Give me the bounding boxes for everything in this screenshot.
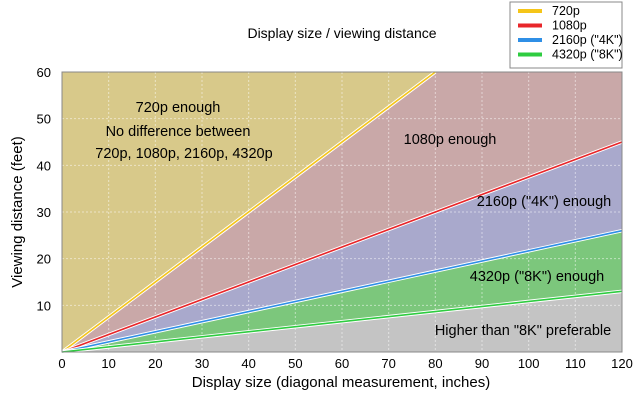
series-line-3 bbox=[61, 290, 623, 353]
chart-title: Display size / viewing distance bbox=[247, 25, 436, 41]
y-axis-ticks: 10 20 30 40 50 60 bbox=[37, 65, 51, 313]
label-8k-enough: 4320p ("8K") enough bbox=[470, 269, 604, 285]
y-axis-title: Viewing distance (feet) bbox=[9, 136, 26, 287]
series-line-0 bbox=[61, 71, 436, 353]
x-tick-label: 80 bbox=[428, 356, 442, 371]
legend-label: 4320p ("8K") bbox=[552, 48, 623, 62]
series-lines bbox=[60, 70, 623, 354]
x-tick-label: 60 bbox=[335, 356, 349, 371]
y-tick-label: 50 bbox=[37, 112, 51, 127]
legend-label: 720p bbox=[552, 4, 580, 18]
x-tick-label: 90 bbox=[475, 356, 489, 371]
x-axis-ticks: 0 10 20 30 40 50 60 70 80 90 100 110 120 bbox=[58, 356, 632, 371]
y-tick-label: 20 bbox=[37, 252, 51, 267]
x-tick-label: 50 bbox=[288, 356, 302, 371]
x-tick-label: 100 bbox=[518, 356, 540, 371]
annotation-no-difference: No difference between bbox=[106, 124, 251, 140]
y-tick-label: 10 bbox=[37, 298, 51, 313]
x-tick-label: 120 bbox=[611, 356, 633, 371]
x-tick-label: 40 bbox=[241, 356, 255, 371]
x-tick-label: 0 bbox=[58, 356, 65, 371]
label-higher-than-8k: Higher than "8K" preferable bbox=[435, 323, 611, 339]
series-line-2 bbox=[61, 229, 623, 353]
x-tick-label: 10 bbox=[101, 356, 115, 371]
x-axis-title: Display size (diagonal measurement, inch… bbox=[192, 374, 490, 391]
label-1080p-enough: 1080p enough bbox=[404, 132, 497, 148]
label-4k-enough: 2160p ("4K") enough bbox=[477, 194, 611, 210]
x-tick-label: 20 bbox=[148, 356, 162, 371]
annotation-resolutions: 720p, 1080p, 2160p, 4320p bbox=[95, 146, 272, 162]
plot-frame bbox=[61, 71, 623, 353]
legend-label: 1080p bbox=[552, 19, 587, 33]
y-tick-label: 40 bbox=[37, 158, 51, 173]
series-line-1 bbox=[61, 141, 623, 353]
plot-area bbox=[60, 70, 623, 354]
legend-label: 2160p ("4K") bbox=[552, 33, 623, 47]
x-tick-label: 110 bbox=[565, 356, 586, 371]
annotation-720p-enough: 720p enough bbox=[136, 100, 221, 116]
y-tick-label: 60 bbox=[37, 65, 51, 80]
y-tick-label: 30 bbox=[37, 205, 51, 220]
x-tick-label: 30 bbox=[195, 356, 209, 371]
x-tick-label: 70 bbox=[381, 356, 395, 371]
